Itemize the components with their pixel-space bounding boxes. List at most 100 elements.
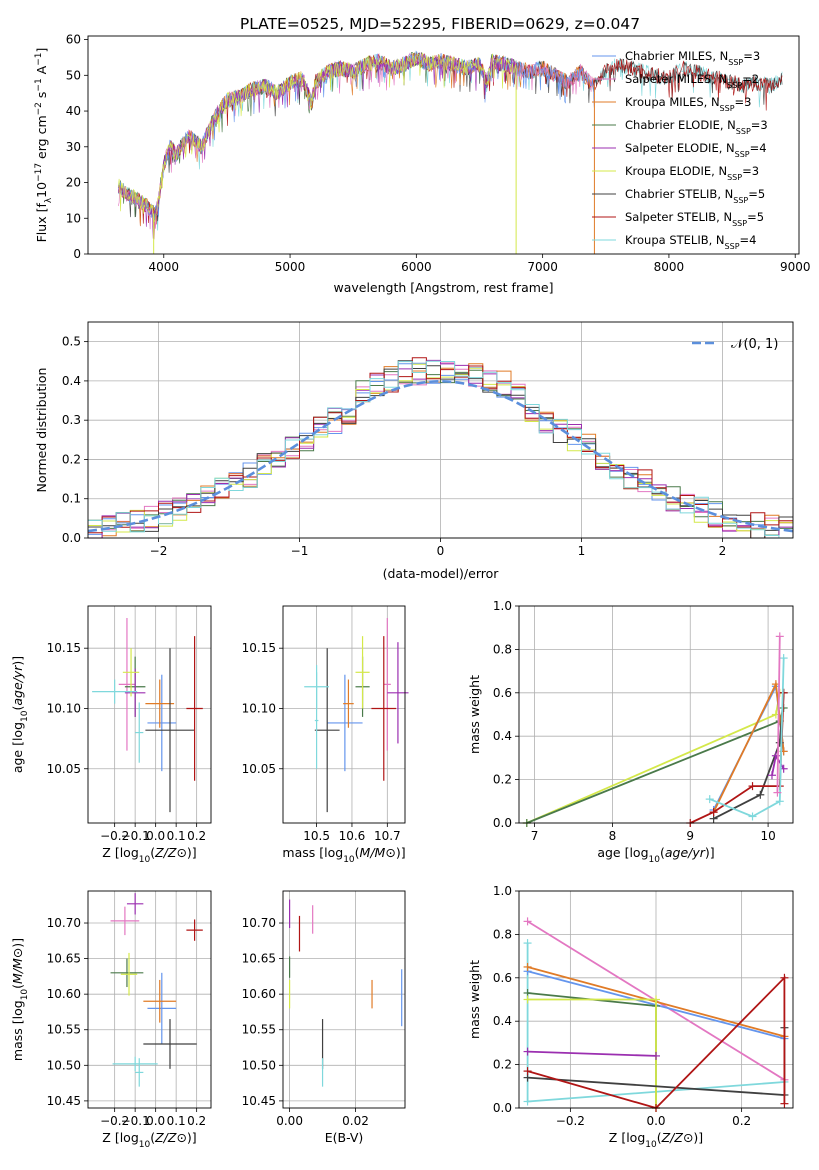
x-tick-label: −0.1 (121, 829, 150, 843)
legend: Chabrier MILES, NSSP=3 Salpeter MILES, NS… (592, 49, 768, 251)
weight-line (527, 992, 657, 1108)
axes-frame (87, 321, 794, 539)
legend-label: Kroupa MILES, NSSP=3 (625, 95, 751, 113)
y-tick-label: 10.15 (47, 641, 81, 655)
y-tick-label: 0.0 (493, 816, 512, 830)
mass-vs-Z-panel: −0.2−0.10.0 0.1 0.2 10.45 10.50 10.55 10.60 10.… (10, 890, 212, 1150)
x-axis-label: E(B-V) (325, 1130, 364, 1145)
x-tick-label: 0.2 (187, 1114, 206, 1128)
spectrum-lines (118, 50, 783, 254)
x-tick-label: 0.0 (146, 1114, 165, 1128)
axes-frame (518, 605, 794, 824)
mass-weight-vs-Z-panel: −0.2 0.0 0.2 0.0 0.2 0.4 0.6 0.8 1.0 Z [log10(Z/Z… (467, 884, 794, 1150)
y-axis-label: mass [log10(M/M⊙)] (10, 938, 30, 1061)
legend-label: 𝒩(0, 1) (731, 337, 778, 352)
legend-label: Salpeter MILES, NSSP=2 (625, 72, 759, 90)
x-axis-label: wavelength [Angstrom, rest frame] (333, 280, 553, 295)
x-tick-label: 10 (760, 829, 775, 843)
y-axis-label: Flux [fλ10−17 erg cm−2 s−1 A−1] (34, 48, 54, 243)
weight-line (776, 636, 781, 793)
x-tick-label: 0.1 (167, 1114, 186, 1128)
error-bars (304, 618, 409, 813)
y-tick-label: 0.2 (62, 452, 81, 466)
histogram-step (88, 362, 793, 539)
y-tick-label: 10.65 (242, 952, 276, 966)
y-tick-label: 0.4 (493, 729, 512, 743)
x-tick-label: 6000 (401, 260, 432, 274)
mass-vs-ebv-panel: 0.00 0.02 10.45 10.50 10.55 10.60 10.65 10.70 E(… (242, 890, 406, 1145)
x-tick-label: 7 (531, 829, 539, 843)
x-tick-label: 10.5 (303, 829, 330, 843)
legend-label: Chabrier ELODIE, NSSP=3 (625, 118, 768, 136)
y-tick-label: 10.55 (47, 1023, 81, 1037)
x-tick-label: −1 (291, 544, 309, 558)
y-tick-label: 1.0 (493, 884, 512, 898)
y-tick-label: 20 (66, 176, 81, 190)
y-tick-label: 10.10 (242, 701, 276, 715)
x-tick-label: 7000 (527, 260, 558, 274)
x-tick-label: 9000 (780, 260, 811, 274)
histogram-step (88, 360, 793, 539)
weight-line (689, 692, 785, 824)
x-tick-label: −0.2 (556, 1114, 585, 1128)
y-tick-label: 0.4 (493, 1014, 512, 1028)
y-tick-label: 0.2 (493, 1058, 512, 1072)
x-tick-label: −2 (150, 544, 168, 558)
y-tick-label: 60 (66, 33, 81, 47)
weight-lines (522, 632, 788, 827)
age-vs-mass-panel: 10.5 10.6 10.7 10.05 10.10 10.15 mass [log10(M… (242, 605, 409, 865)
y-tick-label: 0.8 (493, 927, 512, 941)
axes-frame (87, 605, 212, 824)
legend-label: Chabrier STELIB, NSSP=5 (625, 187, 765, 205)
chart-title: PLATE=0525, MJD=52295, FIBERID=0629, z=0… (240, 15, 640, 33)
error-bars (288, 899, 403, 1087)
x-axis-label: Z [log10(Z/Z⊙)] (609, 1130, 703, 1150)
y-tick-label: 10.70 (47, 916, 81, 930)
x-tick-label: 0.2 (732, 1114, 751, 1128)
y-tick-label: 10.60 (47, 987, 81, 1001)
y-tick-label: 10.65 (47, 952, 81, 966)
x-tick-label: 8 (609, 829, 617, 843)
x-tick-label: −0.2 (100, 829, 129, 843)
histograms (87, 357, 794, 539)
axes-frame (518, 890, 794, 1109)
axes-frame (87, 35, 800, 255)
x-tick-label: 9 (686, 829, 694, 843)
normal-curve (87, 379, 794, 533)
x-tick-label: 0.2 (187, 829, 206, 843)
y-tick-label: 10.05 (242, 762, 276, 776)
axes-frame (87, 890, 212, 1109)
y-tick-label: 0.1 (62, 492, 81, 506)
legend-label: Chabrier MILES, NSSP=3 (625, 49, 760, 67)
x-tick-label: 5000 (275, 260, 306, 274)
y-tick-label: 10.45 (242, 1094, 276, 1108)
error-bars (110, 893, 203, 1087)
y-tick-label: 0.6 (493, 686, 512, 700)
x-tick-label: 0.1 (167, 829, 186, 843)
y-tick-label: 10.50 (242, 1058, 276, 1072)
x-axis-label: Z [log10(Z/Z⊙)] (102, 845, 196, 865)
y-tick-label: 10.70 (242, 916, 276, 930)
y-axis-label: mass weight (467, 675, 482, 754)
x-tick-label: 0 (437, 544, 445, 558)
x-tick-label: 10.7 (374, 829, 401, 843)
y-tick-label: 10.15 (242, 641, 276, 655)
histogram-step (88, 359, 793, 539)
y-tick-label: 0 (73, 247, 81, 261)
y-tick-label: 50 (66, 68, 81, 82)
y-axis-label: Normed distribution (34, 368, 49, 493)
weight-line (527, 975, 786, 1110)
y-tick-label: 0.3 (62, 413, 81, 427)
x-axis-label: (data-model)/error (383, 566, 500, 581)
histogram-step (88, 357, 793, 534)
y-tick-label: 10.50 (47, 1058, 81, 1072)
residual-histogram-panel: −2 −1 0 1 2 0.0 0.1 0.2 0.3 0.4 0.5 𝒩(0, 1) (data-mo… (34, 321, 794, 581)
y-tick-label: 0.2 (493, 773, 512, 787)
legend-label: Salpeter STELIB, NSSP=5 (625, 210, 764, 228)
y-tick-label: 0.6 (493, 971, 512, 985)
y-tick-label: 10.10 (47, 701, 81, 715)
axes-frame (282, 605, 406, 824)
y-tick-label: 10.05 (47, 762, 81, 776)
weight-line (527, 1050, 657, 1057)
y-tick-label: 1.0 (493, 599, 512, 613)
